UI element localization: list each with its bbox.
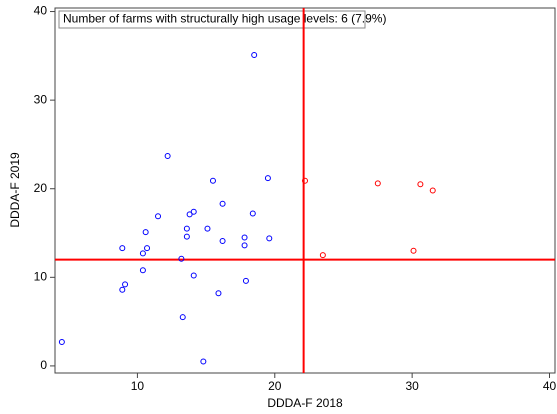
point <box>266 235 273 242</box>
y-tick-label: 30 <box>34 92 48 106</box>
point <box>204 225 211 232</box>
point <box>119 286 126 293</box>
annotation: Number of farms with structurally high u… <box>63 12 386 26</box>
point <box>142 229 149 236</box>
point <box>209 177 216 184</box>
y-tick-label: 20 <box>34 181 48 195</box>
y-tick-label: 40 <box>34 4 48 18</box>
point <box>190 208 197 215</box>
point <box>374 180 381 187</box>
point <box>241 242 248 249</box>
y-tick-label: 0 <box>40 358 47 372</box>
x-tick-label: 20 <box>268 379 282 393</box>
point <box>58 338 65 345</box>
x-axis-label: DDDA-F 2018 <box>267 396 343 410</box>
point <box>219 200 226 207</box>
point <box>215 290 222 297</box>
point <box>183 233 190 240</box>
point <box>242 277 249 284</box>
point <box>264 175 271 182</box>
point <box>219 237 226 244</box>
point <box>122 281 129 288</box>
point <box>183 225 190 232</box>
point <box>249 210 256 217</box>
point <box>302 177 308 184</box>
point <box>200 358 207 365</box>
point <box>319 252 326 259</box>
x-tick-label: 10 <box>131 379 145 393</box>
point <box>178 255 185 262</box>
point <box>119 245 126 252</box>
point <box>139 267 146 274</box>
point <box>139 250 146 257</box>
y-tick-label: 10 <box>34 269 48 283</box>
point <box>251 51 258 58</box>
point <box>186 211 193 218</box>
point <box>144 245 151 252</box>
annotation-box <box>58 10 366 29</box>
y-axis-label: DDDA-F 2019 <box>8 152 22 228</box>
point <box>190 272 197 279</box>
x-tick-label: 40 <box>543 379 557 393</box>
point <box>179 314 186 321</box>
point <box>429 187 436 194</box>
x-tick-label: 30 <box>405 379 419 393</box>
point <box>155 213 162 220</box>
point <box>241 234 248 241</box>
point <box>417 181 424 188</box>
plot-frame <box>54 7 556 374</box>
point <box>410 247 417 254</box>
point <box>164 152 171 159</box>
